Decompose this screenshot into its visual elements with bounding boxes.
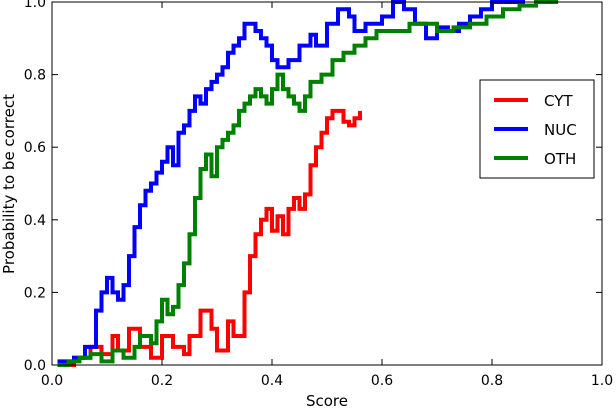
y-tick-label: 0.8: [24, 68, 46, 84]
y-tick-label: 0.4: [24, 213, 46, 229]
series-line-cyt: [57, 108, 362, 367]
y-tick-label: 0.6: [24, 140, 46, 156]
legend-label-cyt: CYT: [544, 92, 573, 110]
series-lines: [57, 0, 558, 367]
x-axis-label: Score: [306, 392, 348, 410]
series-line-nuc: [57, 0, 525, 364]
x-tick-label: 0.2: [151, 373, 173, 389]
x-tick-label: 0.8: [481, 373, 503, 389]
y-tick-label: 0.0: [24, 358, 46, 374]
series-line-oth: [57, 0, 558, 367]
legend: CYT NUC OTH: [479, 79, 595, 179]
legend-label-nuc: NUC: [544, 121, 577, 139]
plot-area-frame: [51, 1, 603, 366]
x-tick-label: 1.0: [591, 373, 613, 389]
x-tick-label: 0.0: [41, 373, 63, 389]
y-tick-label: 0.2: [24, 285, 46, 301]
x-axis-ticks: 0.0 0.2 0.4 0.6 0.8 1.0: [41, 2, 613, 389]
x-tick-label: 0.6: [371, 373, 393, 389]
y-tick-label: 1.0: [24, 0, 46, 11]
y-axis-ticks: 0.0 0.2 0.4 0.6 0.8 1.0: [24, 0, 602, 374]
legend-label-oth: OTH: [544, 150, 576, 168]
y-axis-label: Probability to be correct: [0, 94, 18, 274]
x-tick-label: 0.4: [261, 373, 283, 389]
